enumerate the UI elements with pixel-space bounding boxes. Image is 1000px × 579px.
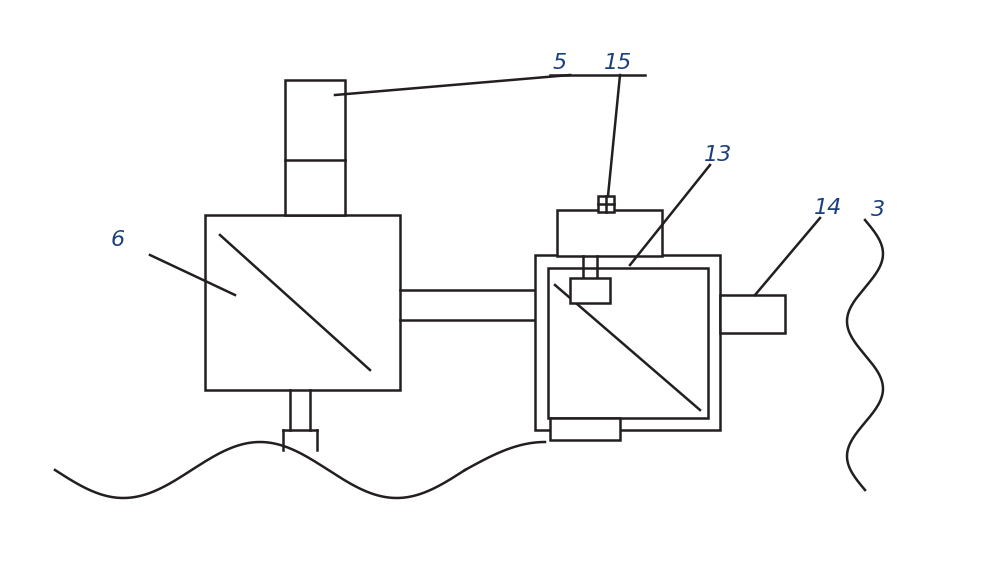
Text: 13: 13 xyxy=(704,145,732,165)
Text: 14: 14 xyxy=(814,198,842,218)
Bar xyxy=(598,196,614,212)
Text: 15: 15 xyxy=(604,53,632,73)
Text: 5: 5 xyxy=(553,53,567,73)
Bar xyxy=(205,215,400,390)
Text: 6: 6 xyxy=(111,230,125,250)
Bar xyxy=(285,80,345,215)
Text: 3: 3 xyxy=(871,200,885,220)
Bar xyxy=(720,295,785,333)
Bar xyxy=(550,418,620,440)
Bar xyxy=(548,268,708,418)
Bar xyxy=(557,210,662,256)
Bar xyxy=(535,255,720,430)
Bar xyxy=(570,278,610,303)
